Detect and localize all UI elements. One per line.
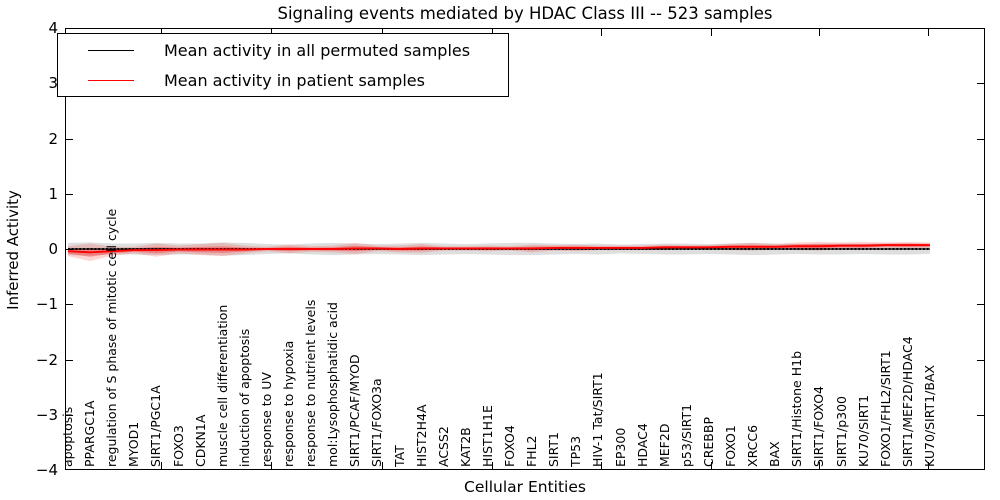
- x-category-label: SIRT1/p300: [833, 396, 849, 467]
- x-category-label: MYOD1: [126, 421, 142, 467]
- x-category-label: SIRT1/Histone H1b: [789, 350, 805, 467]
- legend-label: Mean activity in all permuted samples: [164, 40, 471, 60]
- plot-area: [65, 28, 985, 470]
- x-category-label: PPARGC1A: [82, 400, 98, 467]
- x-category-label: FHL2: [524, 435, 540, 467]
- x-category-label: HIST1H1E: [479, 405, 495, 467]
- x-category-label: ACSS2: [435, 426, 451, 467]
- x-category-label: SIRT1/MEF2D/HDAC4: [899, 336, 915, 467]
- x-category-label: EP300: [612, 427, 628, 467]
- x-category-label: response to nutrient levels: [303, 299, 319, 467]
- legend-item-patient: Mean activity in patient samples: [58, 68, 508, 92]
- x-category-label: FOXO1: [723, 425, 738, 467]
- y-tick-label: 4: [48, 19, 58, 37]
- x-category-label: KU70/SIRT1/BAX: [921, 364, 937, 467]
- y-tick-label: −2: [35, 350, 58, 369]
- x-category-label: KAT2B: [457, 427, 473, 467]
- patient-mean-line: [67, 244, 930, 254]
- x-category-label: XRCC6: [745, 424, 761, 467]
- x-category-label: SIRT1: [546, 432, 562, 467]
- legend: Mean activity in all permuted samples Me…: [57, 33, 509, 97]
- x-category-label: CREBBP: [700, 417, 716, 467]
- legend-item-permuted: Mean activity in all permuted samples: [58, 38, 508, 62]
- x-category-label: induction of apoptosis: [236, 328, 252, 467]
- legend-line-swatch-red: [88, 79, 134, 81]
- x-category-label: FOXO3: [170, 425, 186, 467]
- x-category-label: p53/SIRT1: [678, 403, 694, 467]
- x-category-label: response to hypoxia: [281, 340, 296, 467]
- y-tick-label: −1: [35, 295, 58, 314]
- x-category-label: FOXO4: [502, 425, 517, 467]
- x-category-label: SIRT1/PGC1A: [148, 385, 164, 467]
- y-tick-label: 1: [48, 184, 58, 203]
- plot-frame: [65, 28, 985, 470]
- x-category-label: FOXO1/FHL2/SIRT1: [877, 350, 893, 467]
- x-category-label: SIRT1/PCAF/MYOD: [347, 354, 363, 467]
- x-category-label: TAT: [391, 445, 407, 467]
- x-category-label: apoptosis: [60, 406, 75, 467]
- y-tick-label: 2: [48, 129, 58, 148]
- x-category-label: HDAC4: [634, 423, 650, 467]
- x-category-label: HIST2H4A: [413, 404, 429, 467]
- x-category-label: BAX: [767, 441, 783, 467]
- y-tick-label: 0: [48, 240, 58, 258]
- x-category-label: SIRT1/FOXO4: [811, 386, 827, 467]
- x-category-label: CDKN1A: [192, 414, 208, 467]
- x-category-label: response to UV: [258, 372, 274, 467]
- x-category-label: TP53: [568, 435, 584, 467]
- x-category-label: SIRT1/FOXO3a: [369, 378, 385, 467]
- x-category-label: MEF2D: [656, 423, 672, 467]
- x-axis-label: Cellular Entities: [464, 478, 586, 496]
- x-category-label: HIV-1 Tat/SIRT1: [590, 372, 606, 467]
- x-category-label: mol:Lysophosphatidic acid: [325, 302, 341, 467]
- x-category-label: regulation of S phase of mitotic cell cy…: [104, 208, 120, 467]
- y-tick-label: −4: [35, 461, 58, 479]
- x-category-label: KU70/SIRT1: [855, 394, 871, 467]
- y-tick-label: 3: [48, 74, 58, 93]
- legend-line-swatch-black: [88, 49, 134, 51]
- legend-label: Mean activity in patient samples: [164, 70, 425, 90]
- y-tick-label: −3: [35, 405, 58, 424]
- x-category-label: muscle cell differentiation: [214, 304, 230, 467]
- chart-title: Signaling events mediated by HDAC Class …: [277, 4, 773, 23]
